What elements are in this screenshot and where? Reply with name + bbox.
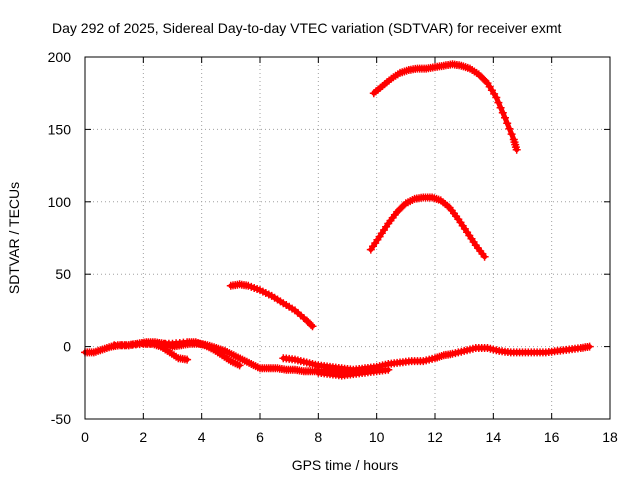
x-tick-label: 14 [486,429,502,445]
data-point [183,355,192,364]
y-tick-label: 150 [48,121,72,137]
series-trace [228,281,315,329]
x-tick-label: 8 [314,429,322,445]
y-tick-label: 100 [48,194,72,210]
x-axis: 0 2 4 6 8 10 12 14 16 18 [81,57,618,445]
data-point [512,145,521,154]
chart-title: Day 292 of 2025, Sidereal Day-to-day VTE… [52,20,561,36]
series-arc-6 [314,365,393,380]
y-tick-label: 200 [48,49,72,65]
series-arc-4 [226,280,317,331]
x-tick-label: 10 [369,429,385,445]
y-tick-label: 0 [63,339,71,355]
plot-frame [84,56,611,420]
data-point [585,342,594,351]
y-axis-label: SDTVAR / TECUs [6,182,22,294]
series-arc-5 [279,342,594,374]
data-point [307,320,315,329]
x-tick-label: 12 [427,429,443,445]
data-point [308,322,317,331]
data-point [507,130,516,139]
data-point [492,93,501,102]
y-tick-label: -50 [51,411,71,427]
grid [85,57,610,419]
y-axis: -50 0 50 100 150 200 [48,49,610,427]
data-point [505,124,514,133]
y-tick-label: 50 [55,266,71,282]
series-arc-3 [139,338,244,370]
data-point [496,103,505,112]
data-point [494,98,503,107]
x-tick-label: 2 [139,429,147,445]
x-tick-label: 16 [544,429,560,445]
data-point [384,365,393,374]
data-point [503,119,512,128]
x-tick-label: 6 [256,429,264,445]
data-point [501,113,509,122]
x-tick-label: 4 [198,429,206,445]
x-axis-label: GPS time / hours [292,457,399,473]
data-point [480,252,489,261]
x-tick-label: 0 [81,429,89,445]
x-tick-label: 18 [602,429,618,445]
data-series [81,60,594,380]
data-point [235,361,244,370]
series-arc-8 [369,60,521,154]
data-point [498,108,507,117]
series-arc-7 [366,193,489,261]
